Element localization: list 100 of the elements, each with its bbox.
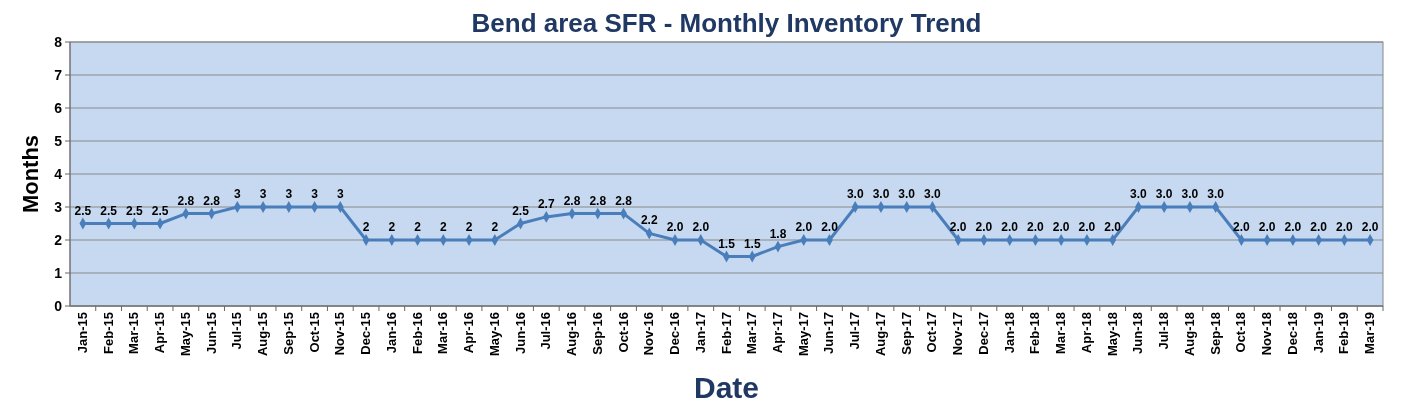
y-tick-label: 8 [54, 33, 63, 50]
data-label: 2.5 [151, 203, 169, 218]
x-axis-title: Date [693, 371, 760, 404]
data-label: 2.0 [1284, 220, 1302, 234]
data-label: 2.2 [640, 213, 658, 228]
data-label: 2.0 [1078, 220, 1096, 234]
data-label: 2.0 [1310, 220, 1328, 234]
data-label: 3 [285, 187, 293, 201]
data-label: 3.0 [898, 187, 916, 201]
y-tick-label: 6 [54, 99, 63, 116]
x-tick-label: Jan-17 [692, 312, 708, 354]
x-tick-label: May-15 [177, 312, 193, 357]
x-tick-label: Sep-16 [589, 312, 605, 355]
data-label: 2 [491, 220, 499, 234]
x-tick-label: Dec-15 [358, 312, 374, 355]
data-label: 2 [465, 220, 473, 234]
data-label: 2.0 [821, 220, 839, 234]
data-label: 1.5 [718, 236, 736, 251]
x-tick-label: Mar-19 [1362, 312, 1378, 354]
y-tick-label: 2 [54, 231, 63, 248]
x-tick-label: May-18 [1104, 312, 1120, 357]
x-tick-label: Dec-16 [667, 312, 683, 355]
y-tick-label: 4 [54, 165, 63, 182]
data-label: 2.0 [1336, 220, 1354, 234]
x-tick-label: Jul-16 [538, 312, 554, 350]
data-label: 2.0 [975, 220, 993, 234]
x-tick-label: Aug-15 [255, 312, 271, 357]
data-label: 2.7 [537, 196, 555, 211]
x-tick-label: Mar-16 [435, 312, 451, 354]
x-tick-label: Jan-18 [1001, 312, 1017, 354]
x-tick-label: Feb-18 [1027, 312, 1043, 354]
data-label: 2 [414, 220, 422, 234]
data-label: 3 [234, 187, 241, 201]
y-tick-label: 1 [54, 264, 63, 281]
x-tick-label: Sep-18 [1207, 312, 1223, 355]
data-label: 2.8 [589, 193, 607, 208]
data-label: 2.5 [512, 203, 530, 218]
x-tick-label: Sep-15 [280, 312, 296, 355]
x-tick-label: Aug-18 [1181, 312, 1197, 357]
data-label: 2.8 [203, 193, 221, 208]
x-tick-label: Jan-19 [1310, 312, 1326, 354]
x-tick-label: Dec-18 [1284, 312, 1300, 355]
x-tick-label: Jun-17 [821, 312, 837, 354]
x-tick-label: Feb-19 [1336, 312, 1352, 354]
data-label: 2.8 [177, 193, 195, 208]
x-tick-label: Mar-17 [744, 312, 760, 354]
data-label: 2 [362, 220, 370, 234]
x-tick-label: Oct-15 [306, 312, 322, 353]
data-label: 3 [336, 187, 344, 201]
data-label: 2.0 [666, 220, 684, 234]
data-label: 2.8 [615, 193, 633, 208]
x-tick-label: Mar-15 [126, 312, 142, 354]
chart-title: Bend area SFR - Monthly Inventory Trend [471, 8, 982, 38]
y-tick-label: 3 [54, 198, 63, 215]
data-label: 3.0 [1130, 187, 1148, 201]
x-tick-label: Aug-16 [564, 312, 580, 357]
data-label: 2 [388, 220, 396, 234]
data-label: 2.0 [1361, 220, 1379, 234]
data-label: 2.0 [1104, 220, 1122, 234]
data-label: 3 [259, 187, 267, 201]
data-label: 2.0 [1258, 220, 1276, 234]
data-label: 2.0 [1027, 220, 1045, 234]
data-label: 2.0 [692, 220, 710, 234]
data-label: 3.0 [1181, 187, 1199, 201]
data-label: 2.5 [100, 203, 118, 218]
x-tick-label: Oct-16 [615, 312, 631, 353]
data-label: 1.8 [769, 226, 787, 241]
data-label: 3.0 [846, 187, 864, 201]
x-tick-label: Jul-15 [229, 312, 245, 350]
x-tick-label: Nov-15 [332, 312, 348, 356]
x-tick-label: Jan-16 [383, 312, 399, 354]
data-label: 3.0 [1155, 187, 1173, 201]
data-label: 2.0 [949, 220, 967, 234]
y-tick-label: 5 [54, 132, 63, 149]
data-label: 2.8 [563, 193, 581, 208]
x-tick-label: Feb-15 [100, 312, 116, 354]
x-tick-label: Mar-18 [1053, 312, 1069, 354]
data-label: 3.0 [1207, 187, 1225, 201]
x-tick-label: Feb-17 [718, 312, 734, 354]
x-tick-label: Jan-15 [74, 312, 90, 354]
data-label: 2.0 [795, 220, 813, 234]
x-tick-label: Nov-17 [950, 312, 966, 356]
data-label: 3.0 [924, 187, 942, 201]
x-tick-label: Aug-17 [872, 312, 888, 357]
x-tick-label: Jun-15 [203, 312, 219, 354]
x-tick-label: Oct-18 [1233, 312, 1249, 353]
x-tick-label: Jun-16 [512, 312, 528, 354]
y-tick-label: 0 [54, 297, 63, 314]
data-label: 1.5 [743, 236, 761, 251]
x-tick-label: Oct-17 [924, 312, 940, 353]
x-tick-label: Sep-17 [898, 312, 914, 355]
x-tick-label: Jun-18 [1130, 312, 1146, 354]
data-label: 2 [439, 220, 447, 234]
x-tick-label: Apr-18 [1078, 312, 1094, 354]
x-tick-label: Apr-15 [152, 312, 168, 354]
x-tick-label: Jul-18 [1156, 312, 1172, 350]
data-label: 2.0 [1233, 220, 1251, 234]
x-tick-label: Feb-16 [409, 312, 425, 354]
data-label: 2.0 [1001, 220, 1019, 234]
x-tick-label: Jul-17 [847, 312, 863, 350]
